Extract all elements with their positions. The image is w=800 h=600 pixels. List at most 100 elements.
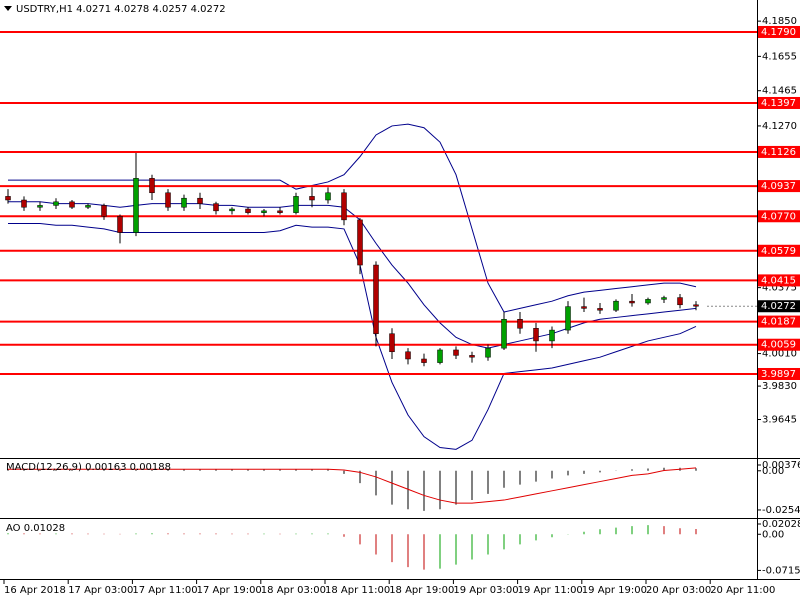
y-tick-label: 0.00 bbox=[762, 466, 784, 477]
candle-body bbox=[405, 351, 411, 360]
level-label: 4.1790 bbox=[761, 27, 796, 38]
candle-body bbox=[181, 197, 187, 208]
level-label-box bbox=[758, 25, 800, 38]
candle-body bbox=[501, 318, 507, 349]
x-tick-label: 17 Apr 03:00 bbox=[68, 585, 133, 596]
y-tick-label: 3.9830 bbox=[762, 381, 797, 392]
level-label: 4.0415 bbox=[761, 275, 796, 286]
y-tick-label: 4.1465 bbox=[762, 86, 797, 97]
candle-body bbox=[453, 349, 459, 356]
x-tick-label: 19 Apr 11:00 bbox=[518, 585, 583, 596]
level-label-box bbox=[758, 367, 800, 380]
level-label: 4.0579 bbox=[761, 246, 796, 257]
x-tick-label: 18 Apr 03:00 bbox=[261, 585, 326, 596]
x-tick-label: 17 Apr 19:00 bbox=[197, 585, 262, 596]
candle-body bbox=[533, 328, 539, 342]
candle-body bbox=[693, 304, 699, 307]
candle-body bbox=[597, 308, 603, 311]
level-label-box bbox=[758, 274, 800, 287]
y-tick-label: -0.07151 bbox=[762, 565, 800, 576]
candle-body bbox=[261, 210, 267, 213]
level-label: 4.0187 bbox=[761, 317, 796, 328]
candle-body bbox=[5, 196, 11, 201]
x-tick-label: 17 Apr 11:00 bbox=[132, 585, 197, 596]
candle-body bbox=[133, 178, 139, 233]
candle-body bbox=[277, 210, 283, 213]
x-tick-label: 16 Apr 2018 bbox=[4, 585, 66, 596]
last-price-box bbox=[758, 300, 800, 313]
candle-body bbox=[565, 306, 571, 331]
x-tick-label: 20 Apr 03:00 bbox=[646, 585, 711, 596]
candle-body bbox=[293, 196, 299, 213]
y-tick-label: 3.9645 bbox=[762, 415, 797, 426]
candle-body bbox=[469, 355, 475, 358]
candle-body bbox=[213, 203, 219, 212]
level-label-box bbox=[758, 145, 800, 158]
y-tick-label: 4.1655 bbox=[762, 51, 797, 62]
level-label: 4.0059 bbox=[761, 340, 796, 351]
candle-body bbox=[245, 208, 251, 213]
y-tick-label: 0.00376 bbox=[762, 460, 800, 471]
candle-body bbox=[197, 197, 203, 204]
x-tick-label: 18 Apr 11:00 bbox=[325, 585, 390, 596]
candle-body bbox=[645, 299, 651, 304]
menu-arrow[interactable] bbox=[4, 6, 12, 11]
level-label-box bbox=[758, 180, 800, 193]
level-label: 3.9897 bbox=[761, 369, 796, 380]
candle-body bbox=[37, 205, 43, 208]
level-label-box bbox=[758, 338, 800, 351]
candle-body bbox=[85, 205, 91, 208]
level-label-box bbox=[758, 96, 800, 109]
y-tick-label: 4.1270 bbox=[762, 121, 797, 132]
chart-title: USDTRY,H1 4.0271 4.0278 4.0257 4.0272 bbox=[16, 4, 226, 15]
macd-title: MACD(12,26,9) 0.00163 0.00188 bbox=[6, 462, 171, 473]
x-tick-label: 19 Apr 19:00 bbox=[582, 585, 647, 596]
candle-body bbox=[165, 192, 171, 208]
level-label: 4.0937 bbox=[761, 181, 796, 192]
candle-body bbox=[117, 216, 123, 233]
last-price-label: 4.0272 bbox=[761, 301, 796, 312]
y-tick-label: 4.0010 bbox=[762, 349, 797, 360]
candle-body bbox=[517, 318, 523, 329]
candle-body bbox=[613, 300, 619, 311]
y-tick-label: 0.00 bbox=[762, 529, 784, 540]
candle-body bbox=[309, 196, 315, 201]
candle-body bbox=[421, 358, 427, 363]
candle-body bbox=[437, 349, 443, 363]
level-label: 4.1126 bbox=[761, 147, 796, 158]
candle-body bbox=[661, 297, 667, 300]
candle-body bbox=[677, 297, 683, 306]
level-label-box bbox=[758, 315, 800, 328]
y-tick-label: 4.0375 bbox=[762, 283, 797, 294]
level-label: 4.0770 bbox=[761, 211, 796, 222]
candle-body bbox=[389, 333, 395, 353]
candle-body bbox=[341, 192, 347, 221]
y-tick-label: -0.02543 bbox=[762, 505, 800, 516]
macd-signal bbox=[8, 467, 697, 504]
x-tick-label: 18 Apr 19:00 bbox=[389, 585, 454, 596]
candle-body bbox=[549, 329, 555, 342]
candle-body bbox=[629, 300, 635, 304]
bollinger-band bbox=[8, 201, 697, 349]
bollinger-band bbox=[8, 123, 697, 313]
ao-title: AO 0.01028 bbox=[6, 523, 65, 534]
level-label-box bbox=[758, 210, 800, 223]
candle-body bbox=[325, 192, 331, 201]
candle-body bbox=[485, 347, 491, 358]
candle-body bbox=[69, 201, 75, 208]
candle-body bbox=[357, 219, 363, 266]
candle-body bbox=[101, 205, 107, 217]
y-tick-label: 0.02028 bbox=[762, 519, 800, 530]
candle-body bbox=[229, 208, 235, 212]
candle-body bbox=[149, 178, 155, 194]
candle-body bbox=[373, 264, 379, 334]
level-label-box bbox=[758, 244, 800, 257]
x-tick-label: 19 Apr 03:00 bbox=[453, 585, 518, 596]
level-label: 4.1397 bbox=[761, 98, 796, 109]
x-tick-label: 20 Apr 11:00 bbox=[710, 585, 775, 596]
candle-body bbox=[21, 199, 27, 208]
y-tick-label: 4.1850 bbox=[762, 16, 797, 27]
candle-body bbox=[53, 201, 59, 206]
